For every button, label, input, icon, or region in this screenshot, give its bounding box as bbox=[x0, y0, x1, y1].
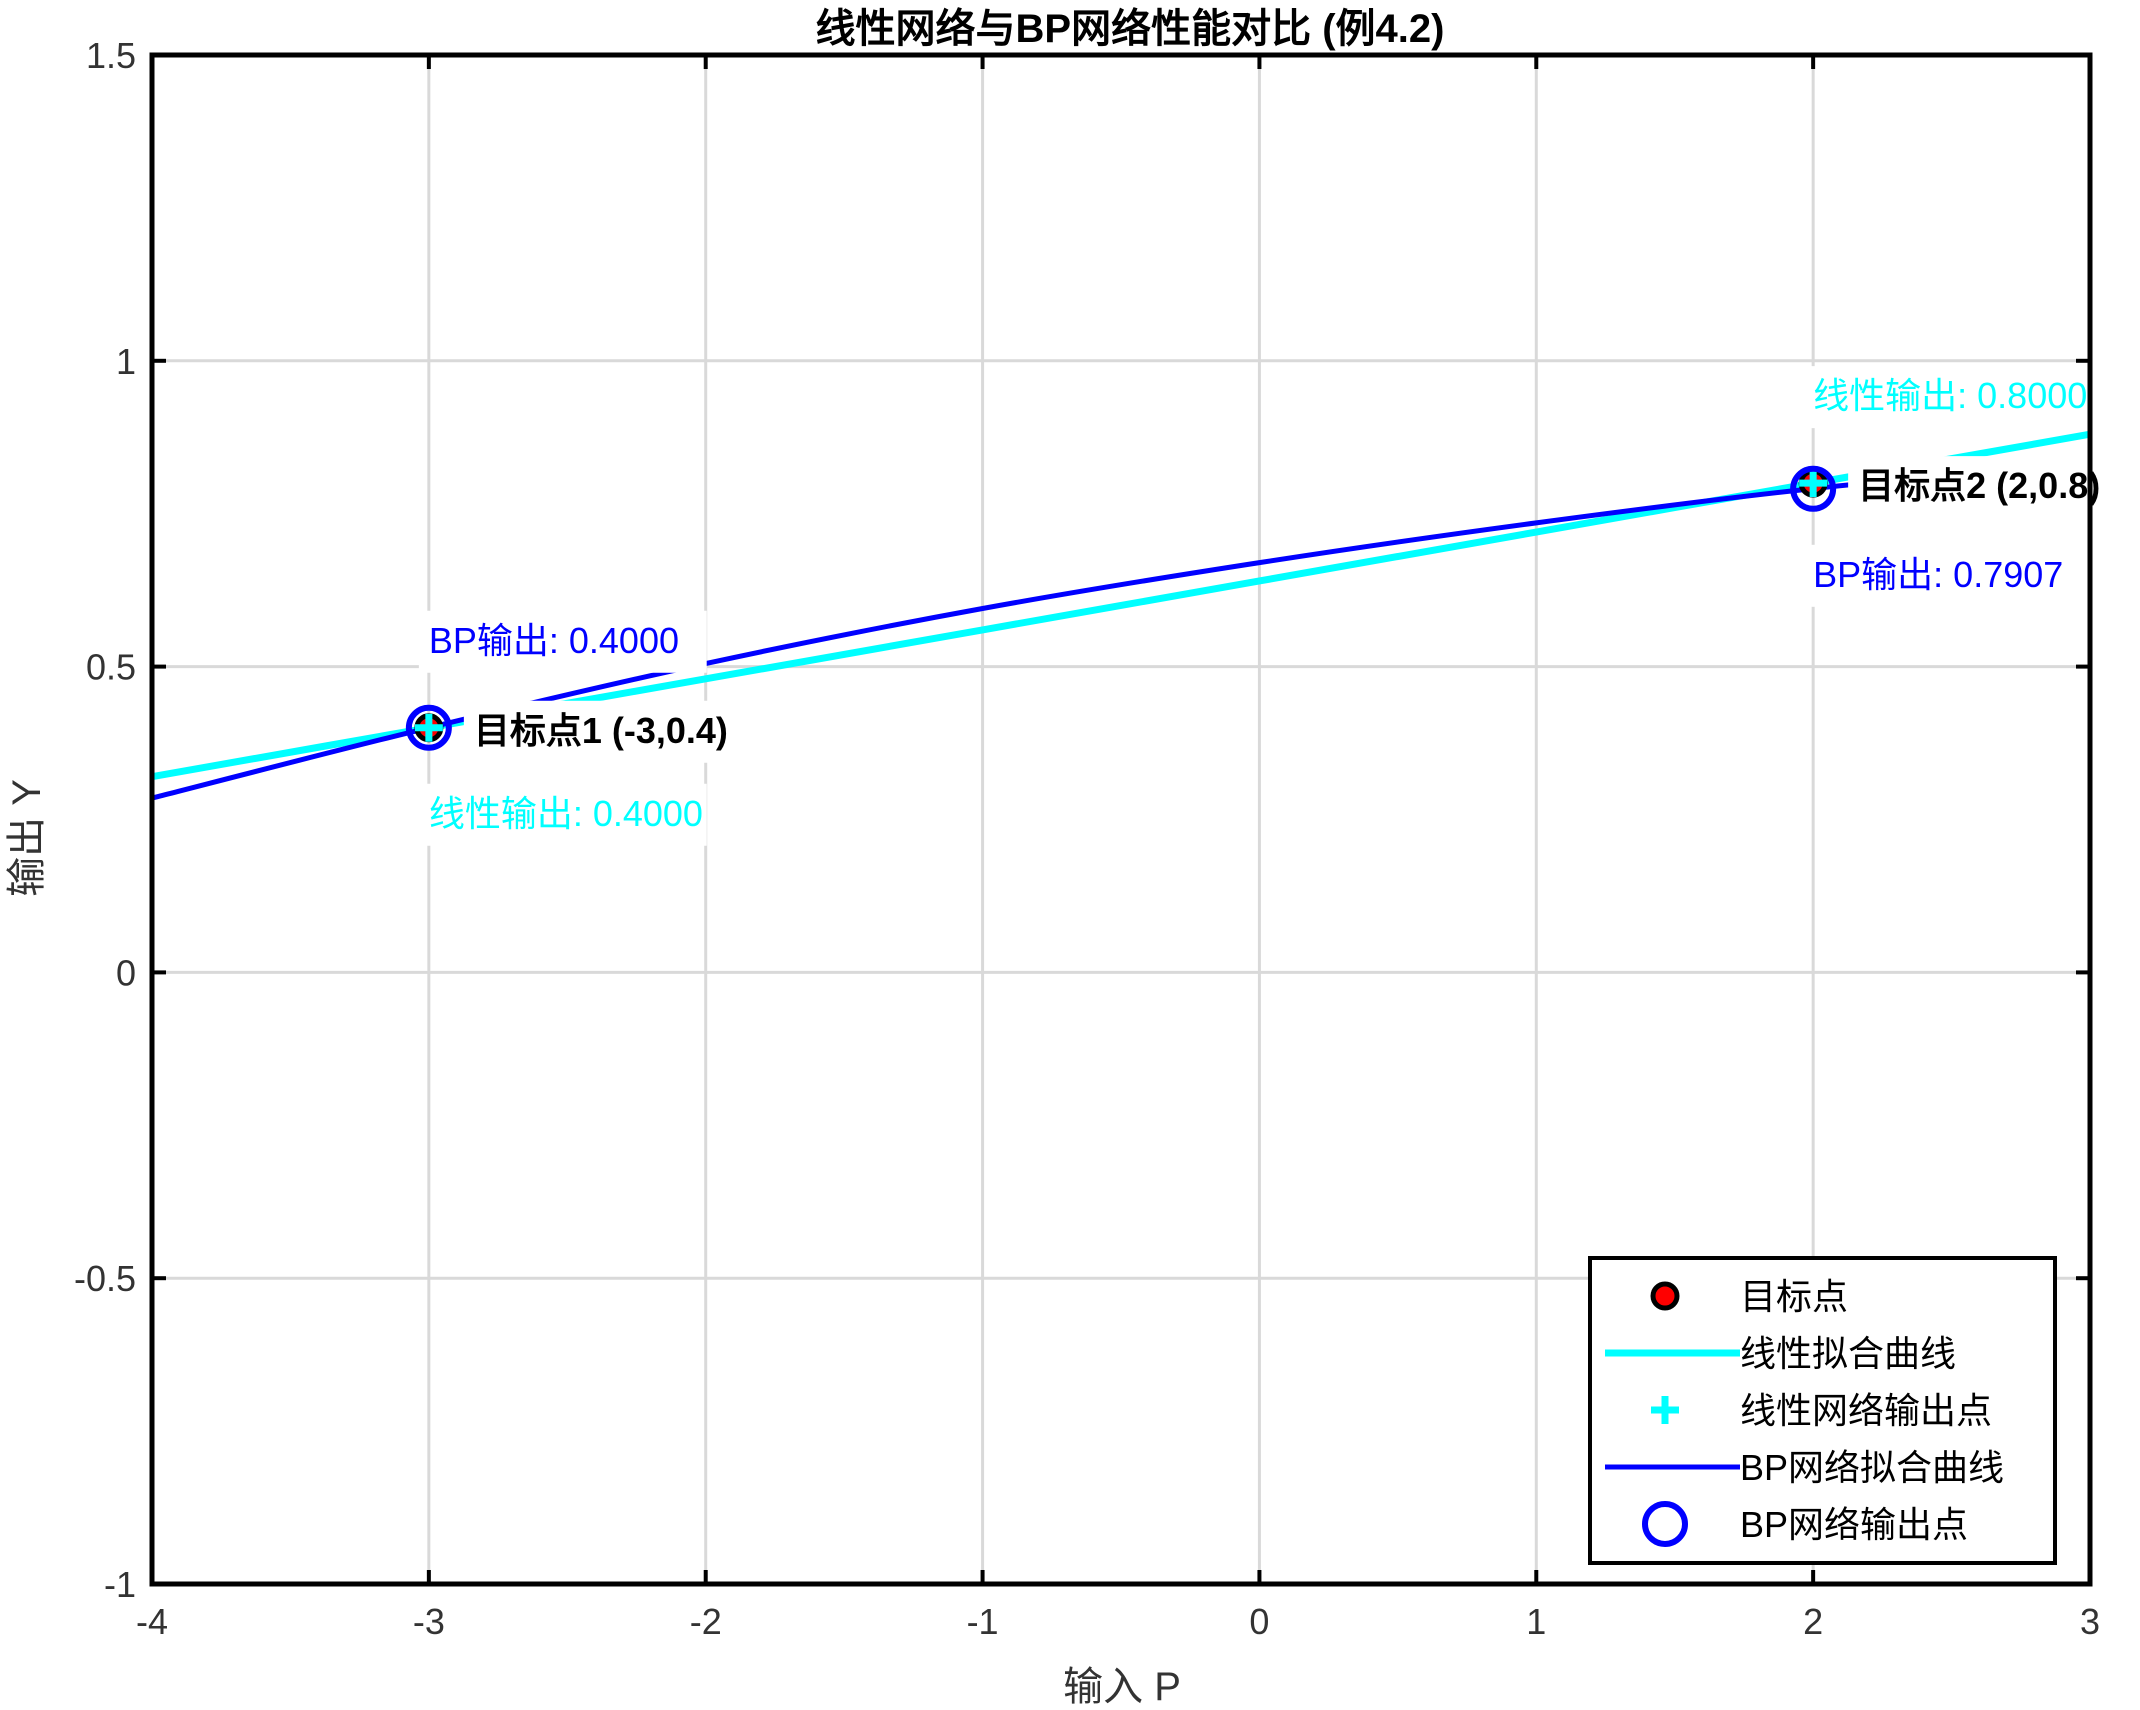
y-tick-label: 1 bbox=[116, 341, 136, 382]
legend-label: BP网络输出点 bbox=[1740, 1504, 1968, 1545]
x-tick-label: 0 bbox=[1249, 1601, 1269, 1642]
annotation-label: BP输出: 0.7907 bbox=[1813, 554, 2063, 595]
annotation-background bbox=[418, 783, 707, 846]
chart-title: 线性网络与BP网络性能对比 (例4.2) bbox=[816, 6, 1445, 51]
y-axis-label: 输出 Y bbox=[5, 779, 49, 897]
legend-label: 目标点 bbox=[1740, 1276, 1848, 1317]
legend-label: 线性网络输出点 bbox=[1740, 1390, 1992, 1431]
x-tick-label: -4 bbox=[136, 1601, 168, 1642]
annotations: 目标点1 (-3,0.4) 目标点2 (2,0.8) BP输出: 0.4000 线性输… bbox=[418, 366, 2136, 846]
annotation-label: 目标点1 (-3,0.4) bbox=[474, 710, 728, 751]
legend-marker-swatch bbox=[1650, 1281, 1680, 1311]
y-tick-label: 1.5 bbox=[86, 35, 136, 76]
x-tick-label: -2 bbox=[690, 1601, 722, 1642]
y-tick-label: 0 bbox=[116, 952, 136, 993]
y-tick-label: 0.5 bbox=[86, 647, 136, 688]
series-marker bbox=[1790, 465, 1837, 512]
annotation-label: BP输出: 0.4000 bbox=[429, 620, 679, 661]
y-tick-label: -1 bbox=[104, 1564, 136, 1605]
x-tick-label: 3 bbox=[2080, 1601, 2100, 1642]
ticks: -4 -3 -2 -1 0 1 2 3 -1 -0.5 0 0.5 1 1.5 bbox=[74, 35, 2100, 1642]
x-tick-label: 2 bbox=[1803, 1601, 1823, 1642]
annotation-background bbox=[1803, 366, 2091, 429]
y-tick-label: -0.5 bbox=[74, 1258, 136, 1299]
annotation-background bbox=[463, 700, 775, 763]
x-tick-label: -1 bbox=[967, 1601, 999, 1642]
markers bbox=[405, 465, 1837, 751]
legend-label: 线性拟合曲线 bbox=[1740, 1333, 1956, 1374]
series-marker bbox=[405, 704, 452, 751]
x-tick-label: 1 bbox=[1526, 1601, 1546, 1642]
x-tick-label: -3 bbox=[413, 1601, 445, 1642]
axes bbox=[149, 52, 2093, 1587]
annotation-background bbox=[1803, 544, 2091, 607]
annotation-label: 目标点2 (2,0.8) bbox=[1858, 465, 2100, 506]
annotation-background bbox=[418, 610, 707, 673]
annotation-label: 线性输出: 0.8000 bbox=[1813, 375, 2087, 416]
x-axis-label: 输入 P bbox=[1063, 1665, 1181, 1709]
plot-frame bbox=[149, 52, 2093, 1587]
legend-label: BP网络拟合曲线 bbox=[1740, 1447, 2004, 1488]
legend-marker-swatch bbox=[1642, 1501, 1688, 1547]
annotation-label: 线性输出: 0.4000 bbox=[429, 793, 703, 834]
